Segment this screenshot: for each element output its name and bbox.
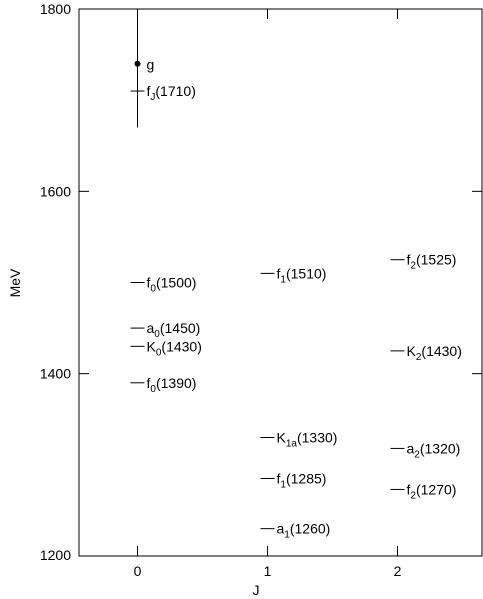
state-label-7: f1(1285) <box>277 471 327 491</box>
states: fJ(1710) f0(1500) a0(1450)K0(1430) f0(1390)… <box>130 83 462 541</box>
glueball-label: g <box>147 57 155 73</box>
x-axis-label: J <box>253 582 260 598</box>
glueball: g <box>134 9 155 128</box>
y-tick-label-1400: 1400 <box>40 366 71 382</box>
x-tick-label-2: 2 <box>394 563 402 579</box>
state-label-12: f2(1270) <box>407 481 457 501</box>
tick-labels: 1200 1400 1600 1800 0 1 2 <box>40 1 402 579</box>
state-label-11: a2(1320) <box>407 440 461 460</box>
y-tick-label-1200: 1200 <box>40 547 71 563</box>
plot-frame <box>78 8 483 557</box>
state-label-4: f0(1390) <box>147 375 197 395</box>
y-tick-label-1600: 1600 <box>40 183 71 199</box>
state-label-6: K1a(1330) <box>277 429 338 449</box>
state-label-0: fJ(1710) <box>147 83 196 103</box>
y-axis-label: MeV <box>7 268 23 297</box>
x-tick-label-1: 1 <box>264 563 272 579</box>
state-label-9: f2(1525) <box>407 252 457 272</box>
state-label-3: K0(1430) <box>147 338 202 358</box>
y-tick-label-1800: 1800 <box>40 1 71 17</box>
state-label-5: f1(1510) <box>277 265 327 285</box>
x-tick-label-0: 0 <box>134 563 142 579</box>
state-label-8: a1(1260) <box>277 521 331 541</box>
state-label-1: f0(1500) <box>147 275 197 295</box>
glueball-point <box>134 60 141 67</box>
state-label-10: K2(1430) <box>407 343 462 363</box>
state-label-2: a0(1450) <box>147 320 201 340</box>
